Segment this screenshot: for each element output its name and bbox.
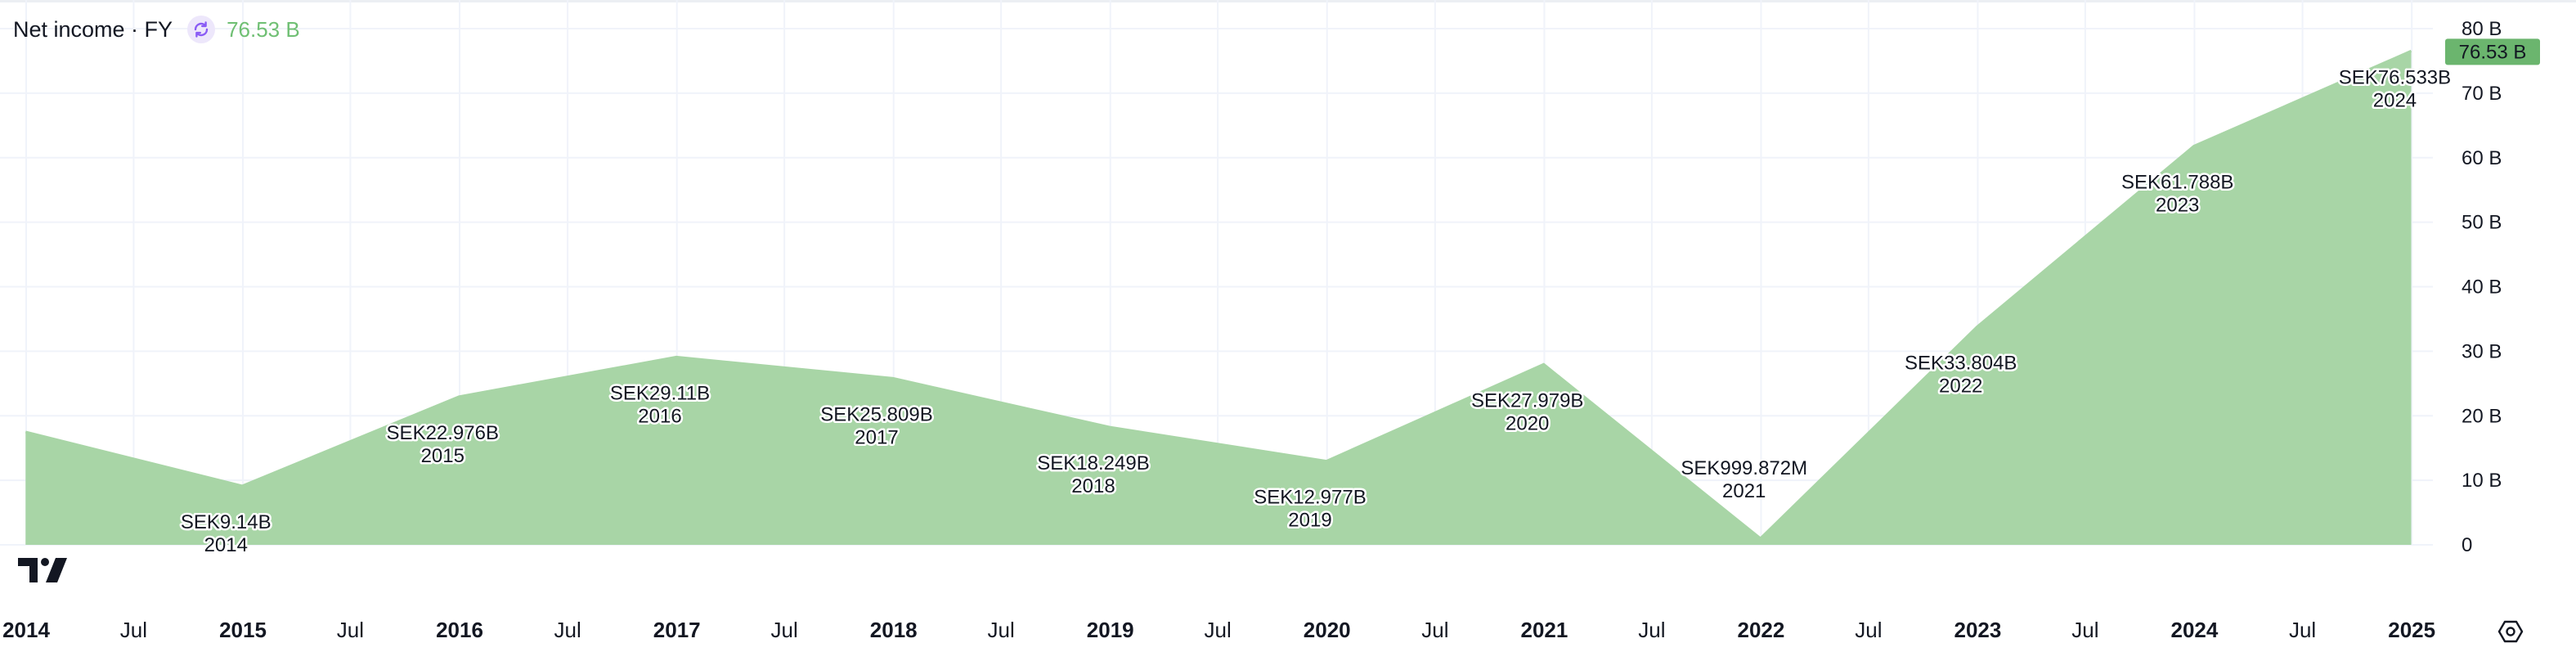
data-label-value: SEK12.977B (1254, 487, 1366, 509)
area-layer (25, 49, 2412, 546)
data-label-year: 2015 (421, 445, 464, 467)
data-label-value: SEK76.533B (2339, 66, 2451, 88)
x-tick-label: 2022 (1738, 618, 1785, 642)
y-axis[interactable]: 0 10 B 20 B 30 B 40 B 50 B 60 B 70 B 80 B76.53 B (2445, 18, 2540, 556)
series-legend[interactable]: Net income · FY 76.53 B (13, 13, 300, 46)
x-tick-label: Jul (1205, 618, 1232, 642)
last-value-badge-text: 76.53 B (2459, 41, 2527, 63)
data-label-value: SEK22.976B (387, 422, 499, 444)
data-label-year: 2016 (638, 405, 681, 427)
y-tick-label: 70 B (2462, 83, 2502, 105)
data-label-year: 2018 (1071, 475, 1115, 497)
legend-value: 76.53 B (227, 16, 300, 42)
data-label-value: SEK9.14B (181, 511, 272, 533)
data-label-value: SEK18.249B (1037, 452, 1149, 474)
data-label-year: 2024 (2373, 89, 2417, 111)
x-tick-label: 2016 (436, 618, 483, 642)
x-tick-label: Jul (771, 618, 798, 642)
x-tick-label: Jul (1855, 618, 1882, 642)
data-label-value: SEK29.11B (610, 382, 710, 404)
data-label-value: SEK999.872M (1681, 457, 1807, 479)
x-axis[interactable]: 2014 Jul 2015 Jul 2016 Jul 2017 Jul 2018 Jul 2019 J… (2, 618, 2435, 642)
y-tick-label: 20 B (2462, 405, 2502, 427)
x-tick-label: 2017 (653, 618, 701, 642)
x-tick-label: 2014 (2, 618, 50, 642)
x-tick-label: 2021 (1521, 618, 1568, 642)
y-tick-label: 30 B (2462, 340, 2502, 362)
data-label-year: 2023 (2156, 195, 2199, 217)
x-tick-label: Jul (337, 618, 364, 642)
y-tick-label: 60 B (2462, 147, 2502, 169)
legend-title: Net income · FY (13, 16, 173, 42)
x-tick-label: Jul (2289, 618, 2316, 642)
settings-icon[interactable] (2494, 615, 2527, 648)
top-border (0, 0, 2576, 2)
data-label-value: SEK25.809B (820, 403, 932, 425)
data-label-value: SEK33.804B (1905, 352, 2017, 374)
x-tick-label: 2024 (2171, 618, 2219, 642)
data-label-year: 2022 (1939, 375, 1982, 397)
x-tick-label: Jul (554, 618, 581, 642)
data-label-year: 2020 (1506, 412, 1549, 434)
x-tick-label: 2023 (1954, 618, 2002, 642)
x-tick-label: Jul (2071, 618, 2098, 642)
y-tick-label: 80 B (2462, 18, 2502, 40)
last-value-badge: 76.53 B (2445, 38, 2540, 65)
data-label-value: SEK61.788B (2121, 172, 2233, 194)
x-tick-label: 2019 (1087, 618, 1134, 642)
y-tick-label: 50 B (2462, 212, 2502, 234)
data-label-year: 2019 (1288, 510, 1331, 532)
last-value-badge-bg (2445, 38, 2540, 65)
data-label-year: 2014 (204, 534, 248, 556)
y-tick-label: 10 B (2462, 470, 2502, 492)
y-tick-label: 40 B (2462, 277, 2502, 299)
x-tick-label: Jul (988, 618, 1015, 642)
data-label-year: 2021 (1722, 480, 1766, 502)
x-tick-label: 2018 (870, 618, 918, 642)
data-label-value: SEK27.979B (1471, 389, 1583, 411)
y-tick-label: 0 (2462, 534, 2472, 556)
sync-icon[interactable] (187, 16, 216, 43)
net-income-area (25, 51, 2412, 546)
x-tick-label: Jul (1638, 618, 1665, 642)
x-tick-label: 2015 (219, 618, 267, 642)
tradingview-logo-icon[interactable] (18, 556, 70, 584)
net-income-line (25, 49, 2412, 541)
x-tick-label: Jul (1421, 618, 1448, 642)
x-tick-label: 2020 (1304, 618, 1351, 642)
data-label-year: 2017 (855, 426, 898, 448)
x-tick-label: 2025 (2388, 618, 2435, 642)
x-tick-label: Jul (120, 618, 147, 642)
